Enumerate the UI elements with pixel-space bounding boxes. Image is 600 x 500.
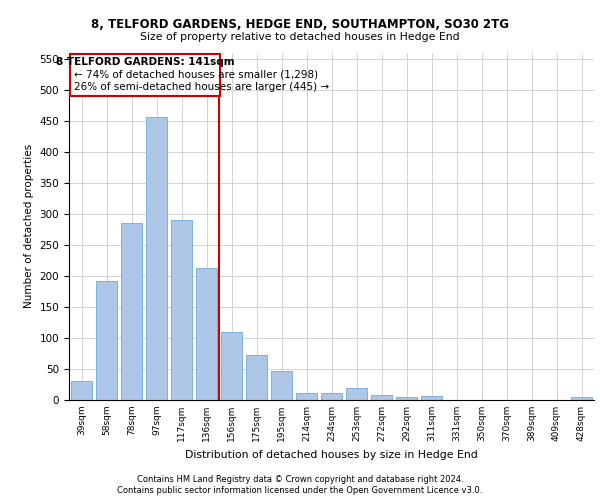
Text: ← 74% of detached houses are smaller (1,298): ← 74% of detached houses are smaller (1,…	[74, 70, 318, 80]
Bar	[146, 117, 167, 400]
Bar	[296, 392, 317, 400]
Bar	[96, 282, 117, 400]
Text: 8, TELFORD GARDENS, HEDGE END, SOUTHAMPTON, SO30 2TG: 8, TELFORD GARDENS, HEDGE END, SOUTHAMPT…	[91, 18, 509, 30]
Bar	[121, 223, 142, 400]
Text: Size of property relative to detached houses in Hedge End: Size of property relative to detached ho…	[140, 32, 460, 42]
Bar	[321, 392, 342, 400]
Bar	[271, 372, 292, 400]
Bar	[171, 220, 192, 400]
Bar	[421, 396, 442, 400]
Text: Contains public sector information licensed under the Open Government Licence v3: Contains public sector information licen…	[118, 486, 482, 495]
Bar	[221, 332, 242, 400]
FancyBboxPatch shape	[70, 54, 220, 96]
Bar	[246, 354, 267, 400]
Bar	[71, 382, 92, 400]
Text: 8 TELFORD GARDENS: 141sqm: 8 TELFORD GARDENS: 141sqm	[56, 58, 235, 68]
Bar	[196, 268, 217, 400]
Bar	[571, 397, 592, 400]
X-axis label: Distribution of detached houses by size in Hedge End: Distribution of detached houses by size …	[185, 450, 478, 460]
Bar	[396, 397, 417, 400]
Text: 26% of semi-detached houses are larger (445) →: 26% of semi-detached houses are larger (…	[74, 82, 329, 92]
Y-axis label: Number of detached properties: Number of detached properties	[24, 144, 34, 308]
Text: Contains HM Land Registry data © Crown copyright and database right 2024.: Contains HM Land Registry data © Crown c…	[137, 475, 463, 484]
Bar	[346, 388, 367, 400]
Bar	[371, 395, 392, 400]
